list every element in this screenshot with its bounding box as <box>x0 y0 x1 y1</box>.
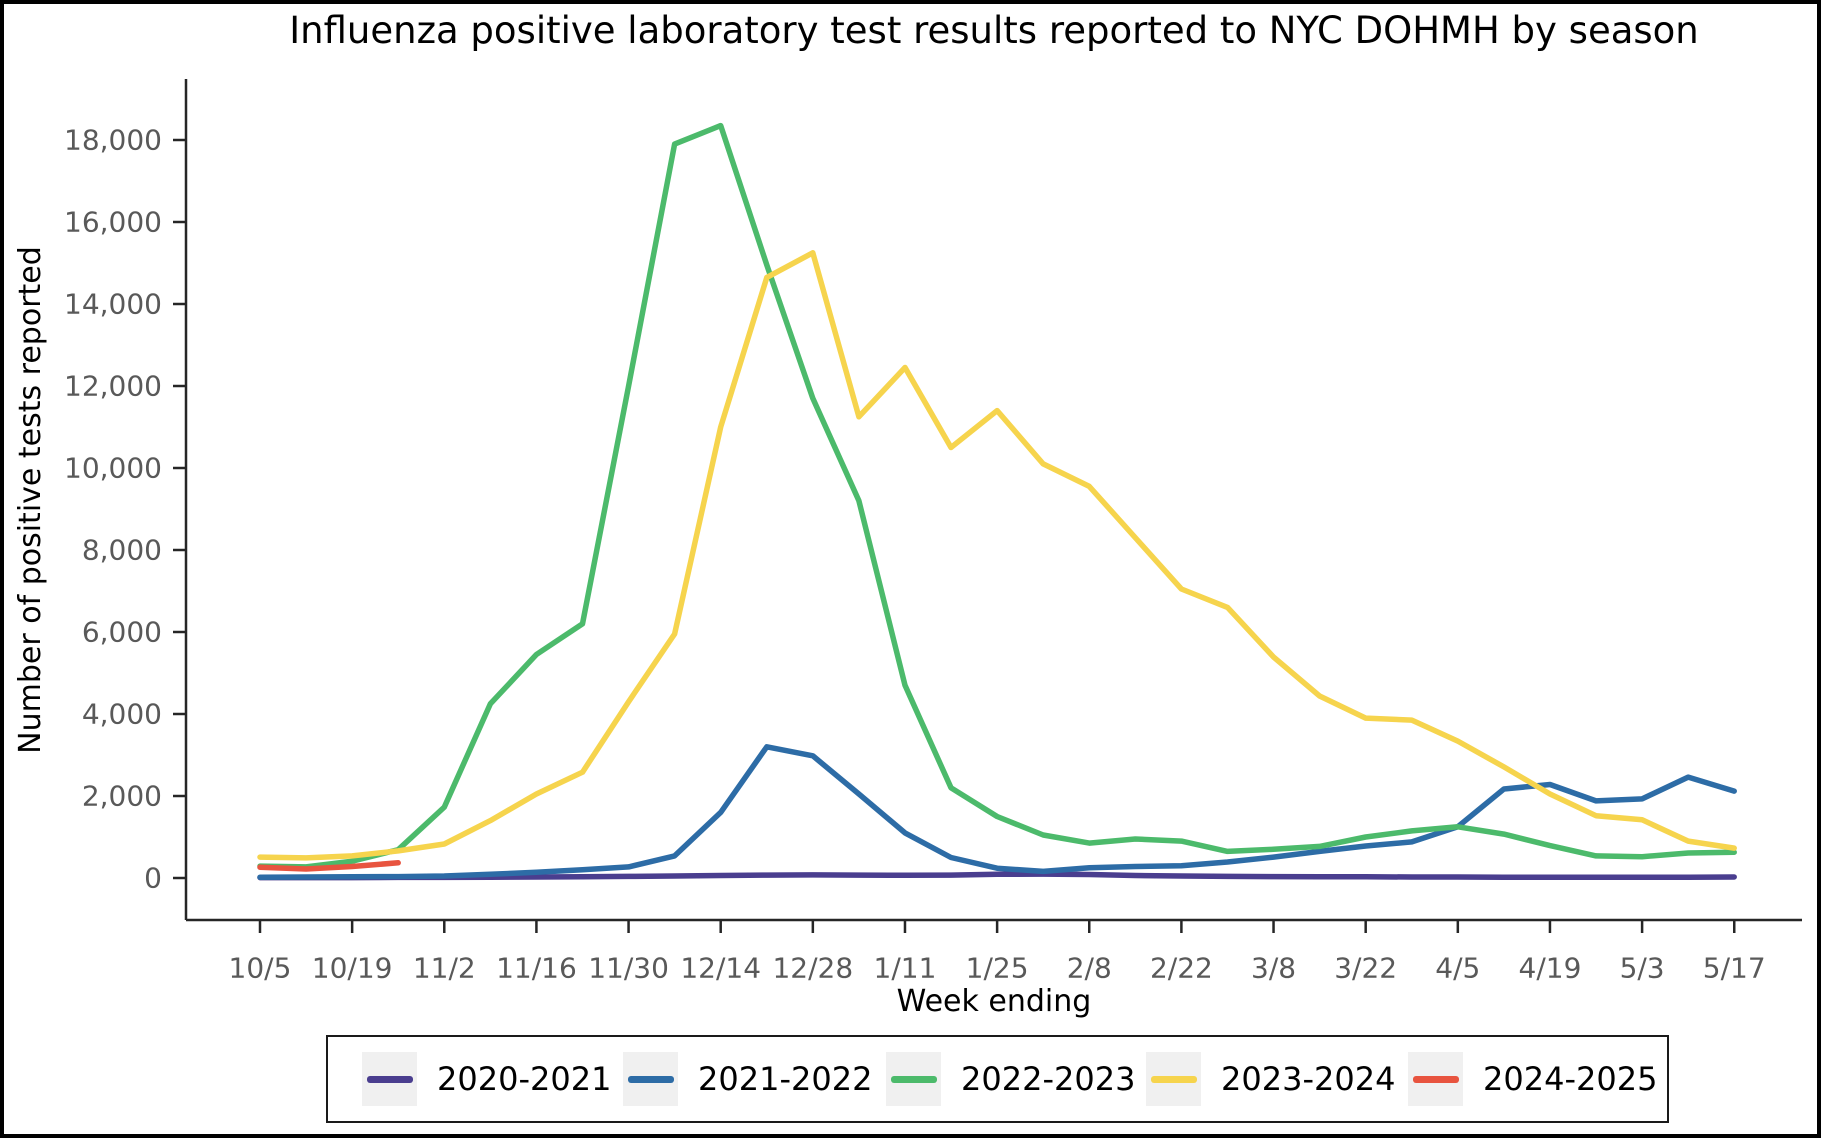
series-line-2024-2025 <box>257 860 401 872</box>
legend-entry-2023-2024: 2023-2024 <box>1146 1037 1395 1121</box>
x-tick-label: 5/17 <box>1703 952 1766 985</box>
x-tick-label: 1/11 <box>874 952 937 985</box>
x-tick-label: 1/25 <box>966 952 1029 985</box>
x-tick-label: 2/22 <box>1150 952 1213 985</box>
y-tick-label: 0 <box>144 862 162 895</box>
series-line-2021-2022 <box>257 744 1737 880</box>
x-tick-label: 2/8 <box>1067 952 1112 985</box>
legend-label: 2023-2024 <box>1221 1060 1396 1098</box>
chart-title: Influenza positive laboratory test resul… <box>289 9 1699 52</box>
x-tick-label: 10/5 <box>229 952 292 985</box>
x-tick-label: 4/5 <box>1435 952 1480 985</box>
x-tick-label: 10/19 <box>312 952 393 985</box>
legend-line-icon <box>627 1075 674 1083</box>
x-tick-label: 11/30 <box>588 952 669 985</box>
series-line-2020-2021 <box>257 871 1737 881</box>
x-axis-label: Week ending <box>896 984 1092 1019</box>
x-tick-label: 3/22 <box>1334 952 1397 985</box>
legend-label: 2022-2023 <box>961 1060 1136 1098</box>
x-tick-label: 11/2 <box>413 952 476 985</box>
legend-line-icon <box>1412 1075 1459 1083</box>
legend-label: 2021-2022 <box>698 1060 873 1098</box>
series-line-2022-2023 <box>257 122 1737 870</box>
legend-entry-2024-2025: 2024-2025 <box>1408 1037 1657 1121</box>
legend-label: 2020-2021 <box>437 1060 612 1098</box>
legend-swatch-2024-2025 <box>1408 1052 1463 1106</box>
legend: 2020-2021 2021-2022 2022-2023 2023-2024 2024… <box>326 1035 1669 1123</box>
y-tick-label: 4,000 <box>82 698 162 731</box>
legend-label: 2024-2025 <box>1483 1060 1658 1098</box>
plot-area: 0 2,000 4,000 6,000 8,000 10,000 12,000 14,000 1… <box>64 79 1802 985</box>
y-tick-label: 18,000 <box>64 124 162 157</box>
legend-entry-2021-2022: 2021-2022 <box>623 1037 872 1121</box>
y-tick-label: 10,000 <box>64 452 162 485</box>
legend-line-icon <box>890 1075 937 1083</box>
x-tick-label: 5/3 <box>1620 952 1665 985</box>
legend-line-icon <box>366 1075 413 1083</box>
legend-swatch-2020-2021 <box>362 1052 417 1106</box>
legend-entry-2020-2021: 2020-2021 <box>362 1037 611 1121</box>
x-tick-label: 12/28 <box>772 952 853 985</box>
y-tick-label: 14,000 <box>64 288 162 321</box>
x-tick-label: 11/16 <box>496 952 577 985</box>
y-tick-label: 2,000 <box>82 780 162 813</box>
x-tick-label: 12/14 <box>680 952 761 985</box>
legend-swatch-2023-2024 <box>1146 1052 1201 1106</box>
x-tick-label: 3/8 <box>1251 952 1296 985</box>
y-tick-label: 6,000 <box>82 616 162 649</box>
y-tick-label: 12,000 <box>64 370 162 403</box>
legend-swatch-2021-2022 <box>623 1052 678 1106</box>
y-tick-label: 16,000 <box>64 206 162 239</box>
series-line-2023-2024 <box>257 250 1737 861</box>
x-tick-label: 4/19 <box>1519 952 1582 985</box>
y-tick-label: 8,000 <box>82 534 162 567</box>
legend-swatch-2022-2023 <box>886 1052 941 1106</box>
legend-entry-2022-2023: 2022-2023 <box>886 1037 1135 1121</box>
legend-line-icon <box>1150 1075 1197 1083</box>
